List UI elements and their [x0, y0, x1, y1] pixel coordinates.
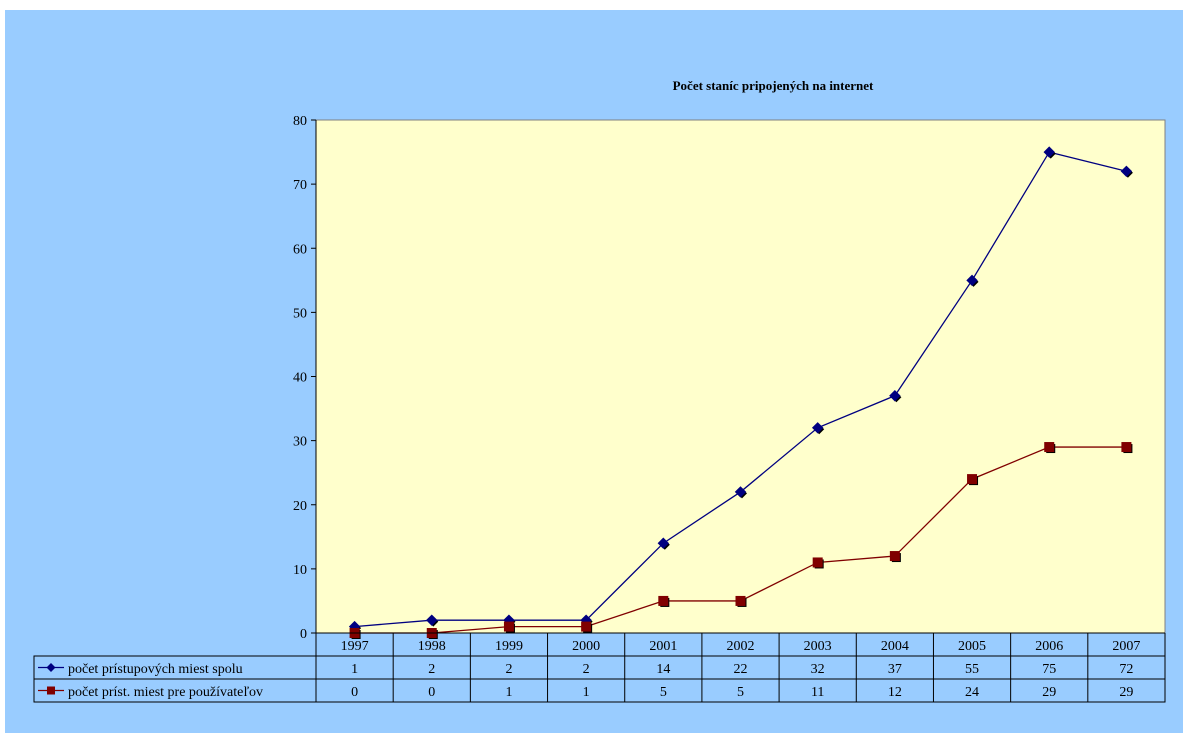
marker-shape	[966, 274, 978, 287]
table-cell-value: 5	[737, 685, 744, 700]
marker-shape	[1120, 165, 1133, 178]
data-point	[1043, 146, 1056, 159]
marker-shape	[734, 486, 747, 498]
data-point	[889, 551, 901, 563]
table-cell-value: 72	[1119, 662, 1133, 677]
category-label: 2005	[958, 639, 986, 654]
legend-key-marker	[47, 686, 55, 695]
table-cell-value: 2	[428, 662, 435, 677]
marker-shape	[1043, 146, 1055, 158]
data-table: 1997 1998 1999 2000 2001 2002 2003 2004 2005 2006…	[33, 632, 1166, 703]
data-point	[426, 628, 438, 639]
data-point	[657, 537, 670, 550]
y-tick-label: 40	[293, 371, 307, 386]
marker-shape	[581, 621, 592, 632]
marker-shape	[967, 474, 978, 485]
category-label: 2007	[1112, 639, 1140, 654]
data-point	[349, 628, 361, 639]
table-cell-value: 32	[811, 662, 825, 677]
table-cell-value: 0	[428, 685, 435, 700]
plot-area	[315, 119, 1166, 634]
y-tick-label: 70	[293, 178, 307, 193]
table-row: počet príst. miest pre používateľov 0 0 1 1 5…	[33, 678, 1166, 703]
table-cell-value: 29	[1042, 685, 1056, 700]
y-tick-label: 20	[293, 499, 307, 514]
data-point	[812, 557, 824, 569]
legend-marker-shape	[46, 663, 56, 672]
table-cell-value: 0	[351, 685, 358, 700]
table-cell-value: 12	[888, 685, 902, 700]
series-name: počet príst. miest pre používateľov	[68, 685, 263, 700]
data-point	[426, 614, 439, 627]
table-cell-value: 1	[583, 685, 590, 700]
category-label: 2003	[804, 639, 832, 654]
category-label: 2000	[572, 639, 600, 654]
marker-shape	[812, 557, 823, 568]
table-cell-value: 14	[656, 662, 670, 677]
table-cell-value: 55	[965, 662, 979, 677]
table-row-border	[33, 678, 1166, 703]
table-cell-value: 1	[505, 685, 512, 700]
marker-shape	[657, 537, 670, 549]
table-cell-value: 11	[811, 685, 824, 700]
marker-shape	[1044, 442, 1055, 453]
data-point	[658, 595, 670, 607]
chart-title: Počet staníc pripojených na internet	[673, 78, 874, 93]
y-tick-label: 80	[293, 114, 307, 129]
data-point	[734, 486, 747, 499]
data-point	[1044, 442, 1056, 454]
table-cell-value: 24	[965, 685, 979, 700]
table-cell-value: 1	[351, 662, 358, 677]
category-label: 1997	[341, 639, 369, 654]
category-label: 1999	[495, 639, 523, 654]
marker-shape	[811, 422, 824, 434]
marker-shape	[426, 614, 438, 626]
chart-svg: Počet staníc pripojených na internet 010…	[33, 78, 1166, 703]
table-cell-value: 75	[1042, 662, 1056, 677]
table-cell-value: 2	[505, 662, 512, 677]
data-point	[735, 595, 747, 607]
data-point	[1121, 442, 1133, 454]
series-name: počet prístupových miest spolu	[68, 662, 243, 677]
category-label: 1998	[418, 639, 446, 654]
data-point	[889, 390, 902, 403]
data-point	[811, 422, 825, 435]
table-cell-value: 37	[888, 662, 902, 677]
category-label: 2002	[727, 639, 755, 654]
category-label: 2001	[649, 639, 677, 654]
data-point	[1120, 165, 1133, 178]
category-label: 2004	[881, 639, 909, 654]
table-cell-value: 22	[734, 662, 748, 677]
table-cell-value: 29	[1119, 685, 1133, 700]
legend-marker-shape	[47, 686, 55, 695]
data-point	[967, 474, 979, 486]
y-tick-label: 60	[293, 242, 307, 257]
marker-shape	[735, 595, 746, 606]
series-lines	[348, 146, 1133, 639]
y-tick-label: 10	[293, 563, 307, 578]
category-label: 2006	[1035, 639, 1063, 654]
y-axis: 0 10 20 30 40 50 60 70 80	[293, 114, 317, 642]
data-point	[581, 621, 593, 633]
table-cell-value: 2	[583, 662, 590, 677]
chart-area: Počet staníc pripojených na internet 0 10…	[5, 10, 1183, 733]
marker-shape	[658, 595, 669, 606]
y-tick-label: 0	[300, 627, 307, 642]
legend-key-marker	[46, 663, 56, 672]
marker-shape	[1121, 442, 1132, 453]
y-tick-label: 30	[293, 435, 307, 450]
y-tick-label: 50	[293, 306, 307, 321]
table-cell-value: 5	[660, 685, 667, 700]
marker-shape	[889, 390, 901, 402]
marker-shape	[889, 551, 900, 562]
data-point	[503, 621, 515, 633]
table-row: počet prístupových miest spolu 1 2 2 2 14 22 32…	[33, 655, 1166, 680]
marker-shape	[503, 621, 514, 632]
data-point	[966, 274, 979, 287]
